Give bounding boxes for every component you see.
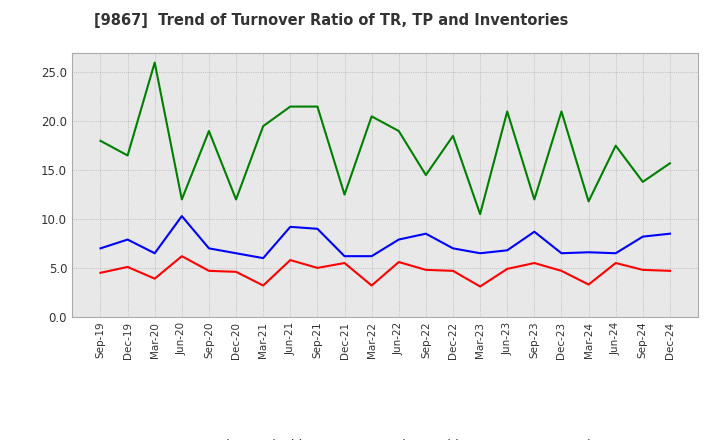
Trade Receivables — [639, 267, 647, 272]
Trade Payables — [367, 253, 376, 259]
Inventories — [286, 104, 294, 109]
Trade Receivables — [503, 266, 511, 271]
Trade Receivables — [96, 270, 105, 275]
Trade Receivables — [367, 283, 376, 288]
Trade Receivables — [584, 282, 593, 287]
Trade Payables — [665, 231, 674, 236]
Inventories — [313, 104, 322, 109]
Inventories — [395, 128, 403, 134]
Trade Receivables — [232, 269, 240, 275]
Trade Receivables — [395, 260, 403, 265]
Line: Inventories: Inventories — [101, 62, 670, 214]
Trade Receivables — [204, 268, 213, 274]
Trade Receivables — [530, 260, 539, 266]
Inventories — [178, 197, 186, 202]
Inventories — [150, 60, 159, 65]
Trade Payables — [204, 246, 213, 251]
Trade Payables — [259, 256, 268, 261]
Trade Receivables — [178, 253, 186, 259]
Trade Payables — [611, 251, 620, 256]
Inventories — [421, 172, 430, 178]
Trade Payables — [150, 251, 159, 256]
Trade Payables — [286, 224, 294, 230]
Trade Payables — [449, 246, 457, 251]
Inventories — [341, 192, 349, 197]
Inventories — [476, 212, 485, 217]
Inventories — [611, 143, 620, 148]
Inventories — [557, 109, 566, 114]
Trade Payables — [584, 249, 593, 255]
Inventories — [96, 138, 105, 143]
Trade Payables — [313, 226, 322, 231]
Inventories — [503, 109, 511, 114]
Trade Receivables — [421, 267, 430, 272]
Trade Receivables — [286, 257, 294, 263]
Trade Payables — [395, 237, 403, 242]
Trade Receivables — [341, 260, 349, 266]
Trade Receivables — [313, 265, 322, 271]
Trade Receivables — [123, 264, 132, 270]
Inventories — [449, 133, 457, 139]
Trade Payables — [557, 251, 566, 256]
Trade Payables — [96, 246, 105, 251]
Trade Receivables — [665, 268, 674, 274]
Inventories — [639, 179, 647, 184]
Line: Trade Payables: Trade Payables — [101, 216, 670, 258]
Trade Receivables — [150, 276, 159, 281]
Inventories — [665, 161, 674, 166]
Trade Payables — [123, 237, 132, 242]
Trade Receivables — [476, 284, 485, 289]
Trade Payables — [503, 248, 511, 253]
Trade Receivables — [449, 268, 457, 274]
Trade Payables — [232, 251, 240, 256]
Legend: Trade Receivables, Trade Payables, Inventories: Trade Receivables, Trade Payables, Inven… — [161, 434, 610, 440]
Trade Payables — [530, 229, 539, 235]
Inventories — [232, 197, 240, 202]
Inventories — [204, 128, 213, 134]
Inventories — [584, 199, 593, 204]
Trade Receivables — [259, 283, 268, 288]
Trade Receivables — [611, 260, 620, 266]
Text: [9867]  Trend of Turnover Ratio of TR, TP and Inventories: [9867] Trend of Turnover Ratio of TR, TP… — [94, 13, 568, 28]
Trade Payables — [341, 253, 349, 259]
Trade Receivables — [557, 268, 566, 274]
Inventories — [530, 197, 539, 202]
Inventories — [259, 124, 268, 129]
Trade Payables — [476, 251, 485, 256]
Trade Payables — [178, 213, 186, 219]
Line: Trade Receivables: Trade Receivables — [101, 256, 670, 286]
Inventories — [123, 153, 132, 158]
Inventories — [367, 114, 376, 119]
Trade Payables — [421, 231, 430, 236]
Trade Payables — [639, 234, 647, 239]
